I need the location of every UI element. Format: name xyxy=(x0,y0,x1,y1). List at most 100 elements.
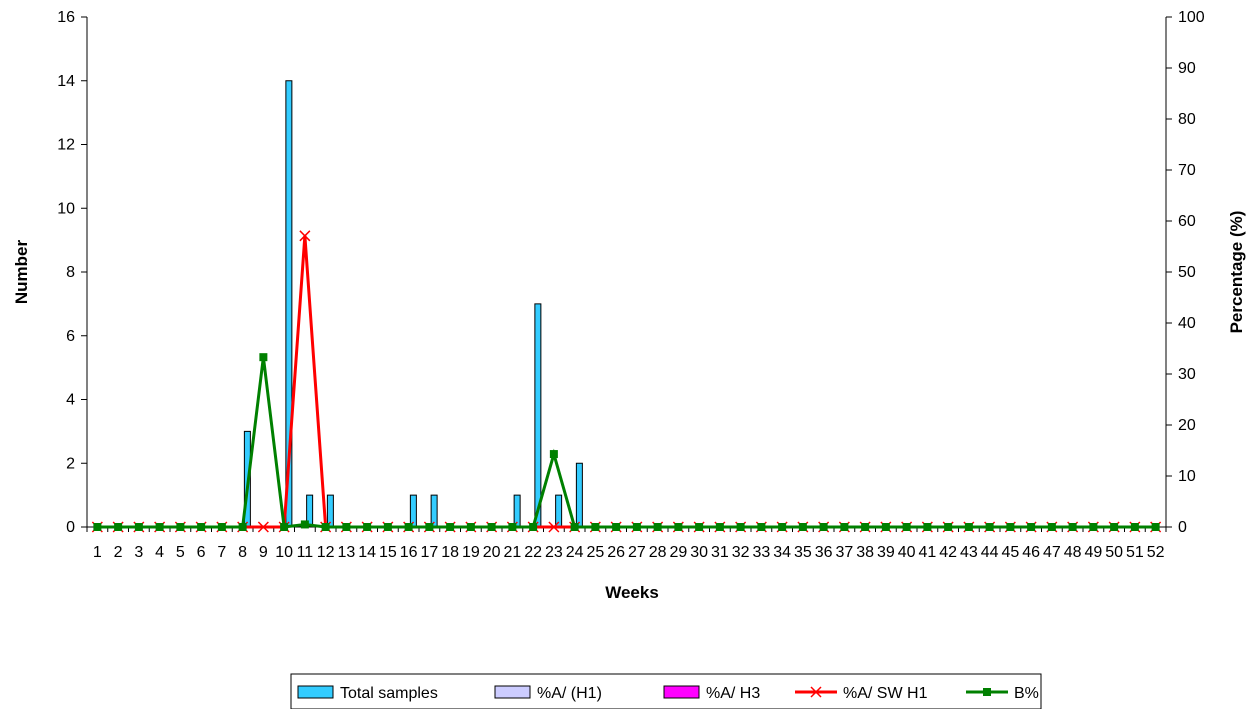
data-point-square xyxy=(383,523,392,531)
data-point-square xyxy=(819,523,828,531)
data-point-square xyxy=(155,523,164,531)
y-tick-label-right: 30 xyxy=(1178,366,1196,383)
data-point-square xyxy=(715,523,724,531)
x-tick-label: 34 xyxy=(773,544,791,561)
bar xyxy=(534,303,542,528)
data-point-square xyxy=(757,523,766,531)
data-point-square xyxy=(653,523,662,531)
data-point-square xyxy=(778,523,787,531)
x-tick-label: 32 xyxy=(732,544,750,561)
y-tick-label-left: 4 xyxy=(66,392,75,409)
x-tick-label: 17 xyxy=(420,544,438,561)
data-point-square xyxy=(923,523,932,531)
legend-swatch xyxy=(494,685,531,699)
data-point-square xyxy=(695,523,704,531)
y-tick-label-right: 90 xyxy=(1178,60,1196,77)
data-point-square xyxy=(404,523,413,531)
x-tick-label: 24 xyxy=(566,544,584,561)
y-tick-label-right: 20 xyxy=(1178,417,1196,434)
data-point-x xyxy=(257,521,269,533)
x-tick-label: 2 xyxy=(114,544,123,561)
x-tick-label: 23 xyxy=(545,544,563,561)
y-tick-label-right: 40 xyxy=(1178,315,1196,332)
legend-swatch xyxy=(297,685,334,699)
y-tick-label-right: 0 xyxy=(1178,519,1187,536)
legend: Total samples %A/ (H1) %A/ H3 %A/ SW H1 B% xyxy=(290,673,1042,709)
data-point-square xyxy=(363,523,372,531)
legend-marker xyxy=(810,686,822,698)
x-tick-label: 28 xyxy=(649,544,667,561)
data-point-square xyxy=(300,520,309,529)
data-point-square xyxy=(1047,523,1056,531)
x-tick-label: 6 xyxy=(197,544,206,561)
y-tick-label-left: 14 xyxy=(57,73,75,90)
x-tick-label: 3 xyxy=(134,544,143,561)
x-tick-label: 25 xyxy=(586,544,604,561)
x-tick-label: 30 xyxy=(690,544,708,561)
data-point-square xyxy=(446,523,455,531)
series-lines xyxy=(91,230,1162,533)
x-tick-label: 49 xyxy=(1084,544,1102,561)
x-tick-label: 40 xyxy=(898,544,916,561)
data-point-square xyxy=(1006,523,1015,531)
data-point-square xyxy=(612,523,621,531)
x-tick-label: 21 xyxy=(503,544,521,561)
series-line xyxy=(97,356,1156,529)
data-point-square xyxy=(93,523,102,531)
data-point-square xyxy=(508,523,517,531)
data-point-square xyxy=(238,523,247,531)
x-tick-label: 13 xyxy=(337,544,355,561)
y-tick-label-left: 16 xyxy=(57,9,75,26)
x-tick-label: 10 xyxy=(275,544,293,561)
data-point-square xyxy=(736,523,745,531)
x-tick-label: 39 xyxy=(877,544,895,561)
data-point-x xyxy=(299,230,311,242)
data-point-square xyxy=(487,523,496,531)
data-point-square xyxy=(840,523,849,531)
x-tick-label: 11 xyxy=(297,544,314,561)
x-tick-label: 43 xyxy=(960,544,978,561)
y-tick-label-right: 10 xyxy=(1178,468,1196,485)
x-tick-label: 38 xyxy=(856,544,874,561)
data-point-square xyxy=(176,523,185,531)
y-tick-label-left: 2 xyxy=(66,455,75,472)
x-tick-label: 51 xyxy=(1126,544,1144,561)
data-point-square xyxy=(674,523,683,531)
y-axis-title-right: Percentage (%) xyxy=(1227,211,1246,334)
x-tick-label: 42 xyxy=(939,544,957,561)
x-tick-label: 29 xyxy=(669,544,687,561)
x-tick-label: 4 xyxy=(155,544,164,561)
data-point-square xyxy=(902,523,911,531)
data-point-square xyxy=(259,353,268,362)
data-point-square xyxy=(342,523,351,531)
data-point-square xyxy=(1089,523,1098,531)
legend-swatch xyxy=(663,685,700,699)
x-tick-label: 9 xyxy=(259,544,268,561)
data-point-square xyxy=(632,523,641,531)
data-point-square xyxy=(280,523,289,531)
x-tick-label: 31 xyxy=(711,544,729,561)
y-tick-label-left: 6 xyxy=(66,328,75,345)
legend-label: B% xyxy=(1014,685,1039,702)
x-tick-label: 15 xyxy=(379,544,397,561)
x-tick-label: 12 xyxy=(317,544,335,561)
x-tick-label: 14 xyxy=(358,544,376,561)
legend-label: %A/ H3 xyxy=(706,685,760,702)
y-tick-label-left: 0 xyxy=(66,519,75,536)
x-tick-label: 52 xyxy=(1147,544,1165,561)
data-point-x xyxy=(548,521,560,533)
x-tick-label: 7 xyxy=(217,544,226,561)
data-point-square xyxy=(985,523,994,531)
data-point-square xyxy=(1027,523,1036,531)
y-tick-label-left: 10 xyxy=(57,200,75,217)
x-tick-label: 8 xyxy=(238,544,247,561)
data-point-square xyxy=(964,523,973,531)
x-tick-label: 48 xyxy=(1064,544,1082,561)
data-point-square xyxy=(861,523,870,531)
bars xyxy=(243,80,583,528)
y-axis-title-left: Number xyxy=(12,240,31,305)
bar xyxy=(575,462,583,528)
legend-label: %A/ SW H1 xyxy=(843,685,928,702)
